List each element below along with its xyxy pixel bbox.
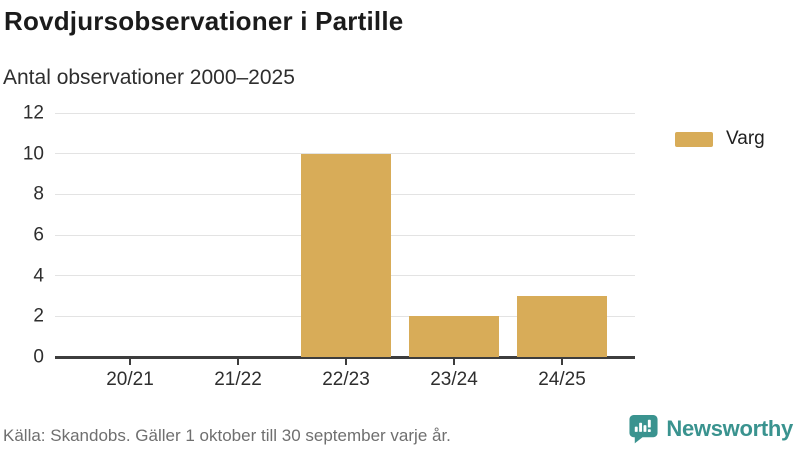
x-tick <box>237 358 239 365</box>
brand-logo: Newsworthy <box>628 413 793 445</box>
y-tick-label: 12 <box>22 102 44 124</box>
x-tick <box>453 358 455 365</box>
chart-subtitle: Antal observationer 2000–2025 <box>3 66 295 89</box>
y-tick-label: 10 <box>22 143 44 165</box>
source-note: Källa: Skandobs. Gäller 1 oktober till 3… <box>3 426 451 445</box>
bar <box>517 296 607 357</box>
plot-area: 20/21 21/22 22/23 23/24 24/25 <box>55 112 635 390</box>
y-tick-label: 0 <box>33 346 44 368</box>
newsworthy-speech-bubble-bar-chart-icon <box>628 413 659 445</box>
x-tick-label: 23/24 <box>430 369 478 390</box>
chart-title: Rovdjursobservationer i Partille <box>4 6 404 36</box>
x-tick <box>345 358 347 365</box>
y-tick-label: 6 <box>33 224 44 246</box>
legend-label: Varg <box>726 128 765 149</box>
y-tick-label: 4 <box>33 265 44 287</box>
y-axis-labels: 0 2 4 6 8 10 12 <box>0 104 44 367</box>
x-tick <box>561 358 563 365</box>
gridline <box>55 153 635 155</box>
x-tick-label: 21/22 <box>214 369 262 390</box>
bar <box>301 153 391 357</box>
x-tick <box>129 358 131 365</box>
bar <box>409 316 499 357</box>
legend: Varg <box>675 128 765 150</box>
y-tick-label: 8 <box>33 183 44 205</box>
x-axis-line <box>55 355 635 359</box>
x-tick-label: 24/25 <box>538 369 586 390</box>
gridline <box>55 112 635 114</box>
x-tick-label: 20/21 <box>106 369 154 390</box>
x-tick-label: 22/23 <box>322 369 370 390</box>
brand-name: Newsworthy <box>666 416 793 441</box>
legend-swatch <box>675 131 713 147</box>
y-tick-label: 2 <box>33 305 44 327</box>
